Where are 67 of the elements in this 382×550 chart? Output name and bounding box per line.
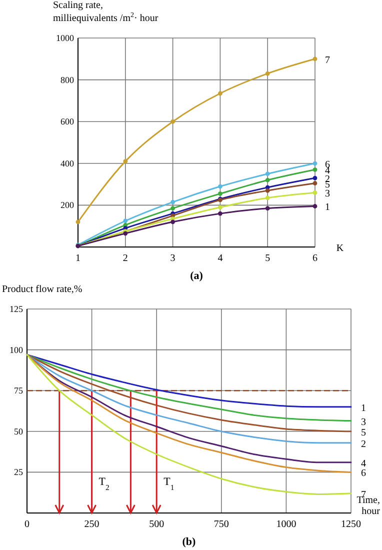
point xyxy=(76,220,80,224)
x-tick-label: 4 xyxy=(218,253,223,264)
point xyxy=(265,206,270,211)
x-tick-label: 1250 xyxy=(341,519,361,530)
point xyxy=(218,192,222,196)
x-axis-title: Time, hour xyxy=(356,495,381,517)
x-tick-label: 250 xyxy=(84,519,100,530)
point xyxy=(265,178,270,182)
point xyxy=(170,119,175,124)
series-label: 3 xyxy=(361,416,366,428)
x-tick-label: 5 xyxy=(265,253,270,264)
point xyxy=(312,167,318,172)
point xyxy=(123,218,128,224)
point xyxy=(312,56,318,62)
x-tick-label: 500 xyxy=(149,519,164,530)
point xyxy=(312,176,318,180)
point xyxy=(265,71,270,76)
point xyxy=(218,205,222,210)
y-tick-label: 1000 xyxy=(56,33,74,43)
series-label: 5 xyxy=(325,179,330,190)
point xyxy=(265,188,270,193)
line-series xyxy=(26,354,352,408)
x-tick-label: 750 xyxy=(214,519,229,530)
series-label: 5 xyxy=(361,427,366,438)
ref-line-label: T$_{2}$ xyxy=(98,476,110,492)
x-tick-label: 6 xyxy=(312,253,318,264)
series-label: 4 xyxy=(361,458,366,470)
text: (b) xyxy=(182,536,196,548)
x-tick-label: 1000 xyxy=(276,519,296,530)
point xyxy=(170,200,175,204)
point xyxy=(265,196,270,200)
x-tick-label: 3 xyxy=(170,253,176,264)
x-tick-label: 1 xyxy=(76,253,80,264)
point xyxy=(312,204,318,208)
point xyxy=(312,181,318,186)
series-label: 7 xyxy=(325,54,330,66)
series-label: 1 xyxy=(325,202,330,214)
point xyxy=(312,190,318,195)
y-tick-label: 25 xyxy=(14,467,24,478)
y-tick-label: 125 xyxy=(10,304,24,314)
x-axis-title: K xyxy=(336,243,344,254)
point xyxy=(218,211,222,216)
point xyxy=(170,220,175,224)
point xyxy=(265,172,270,176)
point xyxy=(312,161,318,166)
y-tick-label: 200 xyxy=(60,200,74,210)
text: (a) xyxy=(190,270,204,282)
series-label: 1 xyxy=(361,402,366,414)
y-axis-title: Product flow rate,% xyxy=(2,284,82,295)
point xyxy=(123,159,128,164)
y-tick-label: 75 xyxy=(14,386,24,396)
y-tick-label: 600 xyxy=(60,116,74,127)
point xyxy=(218,184,222,189)
line-series xyxy=(26,354,352,495)
ref-line-label: T$_{1}$ xyxy=(164,476,174,492)
y-tick-label: 100 xyxy=(10,344,24,355)
x-tick-label: 2 xyxy=(122,253,128,264)
series-label: 6 xyxy=(361,468,366,480)
y-tick-label: 50 xyxy=(14,426,24,436)
y-axis-title: Scaling rate, milliequivalents /m$^{2}$· hour xyxy=(53,0,159,24)
series-label: 2 xyxy=(361,438,366,450)
y-tick-label: 400 xyxy=(60,158,74,168)
point xyxy=(218,91,222,96)
series-label: 3 xyxy=(325,188,330,200)
y-tick-label: 800 xyxy=(60,74,74,85)
point xyxy=(170,206,175,211)
x-tick-label: 0 xyxy=(24,519,30,530)
